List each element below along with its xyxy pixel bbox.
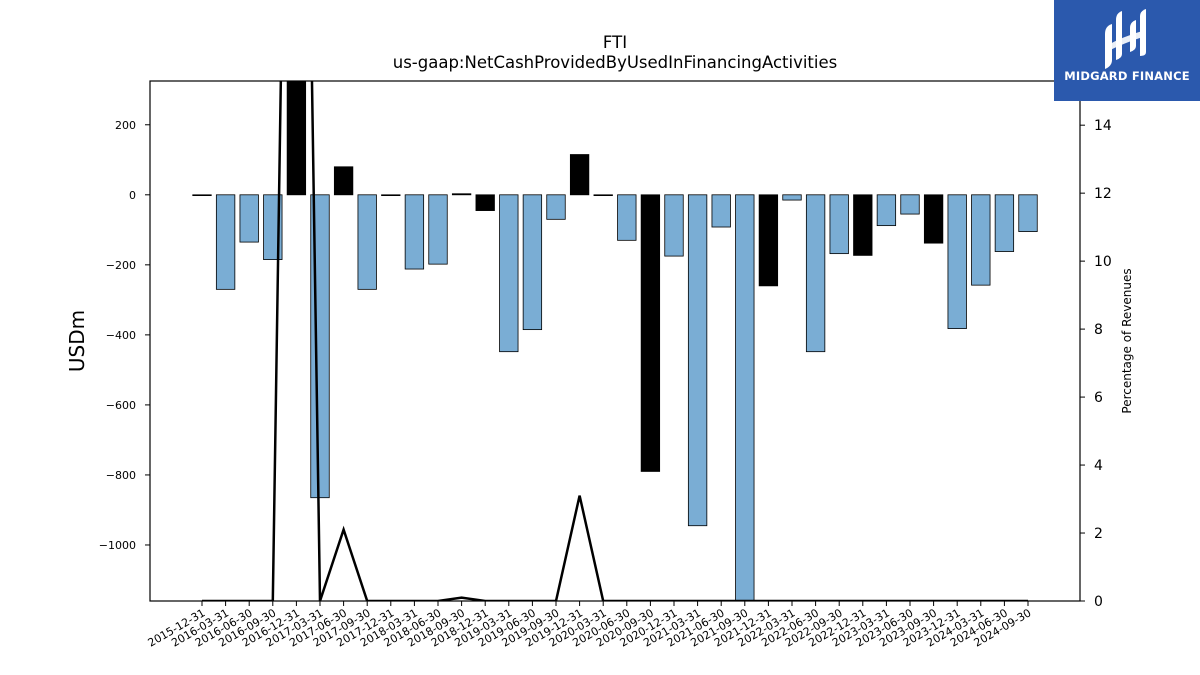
bar-2016-12-31 bbox=[286, 81, 307, 196]
bar-2024-03-31 bbox=[971, 194, 991, 286]
bar-2018-06-30 bbox=[428, 194, 448, 265]
y2-tick-label: 4 bbox=[1094, 458, 1103, 474]
y2-tick-label: 14 bbox=[1094, 118, 1112, 134]
right-y-axis: 14 12 10 8 6 4 2 0 bbox=[1080, 118, 1112, 610]
y-tick-label: −400 bbox=[106, 329, 136, 342]
bar-2017-06-30 bbox=[333, 166, 354, 196]
y-tick-label: −800 bbox=[106, 469, 136, 482]
bar-2024-06-30 bbox=[994, 194, 1015, 252]
bar-2019-09-30 bbox=[546, 194, 566, 220]
bar-2018-09-30 bbox=[451, 193, 472, 196]
y-tick-label: 0 bbox=[129, 189, 136, 202]
bar-2020-06-30 bbox=[617, 194, 637, 241]
bar-2021-06-30 bbox=[711, 194, 731, 228]
bar-2024-09-30 bbox=[1018, 194, 1038, 232]
y2-tick-label: 6 bbox=[1094, 390, 1103, 406]
bar-2021-09-30 bbox=[735, 194, 755, 601]
bar-2020-12-31 bbox=[664, 194, 684, 257]
chart-title: FTI bbox=[603, 33, 627, 52]
y2-tick-label: 12 bbox=[1094, 186, 1112, 202]
bar-2022-06-30 bbox=[805, 194, 826, 353]
midgard-logo-icon bbox=[1105, 9, 1146, 69]
bar-2019-06-30 bbox=[522, 194, 543, 331]
y-tick-label: −1000 bbox=[99, 539, 136, 552]
bar-2021-12-31 bbox=[758, 194, 779, 287]
bar-2015-12-31 bbox=[192, 194, 212, 197]
y-axis-label: USDm bbox=[65, 310, 89, 372]
bar-2022-03-31 bbox=[782, 194, 802, 201]
bar-2016-03-31 bbox=[215, 194, 236, 290]
bar-2020-03-31 bbox=[593, 194, 613, 197]
bar-2023-12-31 bbox=[947, 194, 967, 329]
bar-2022-09-30 bbox=[829, 194, 849, 255]
bar-2023-03-31 bbox=[876, 194, 897, 227]
bar-2019-12-31 bbox=[569, 154, 590, 196]
left-y-axis: 200 0 −200 −400 −600 −800 −1000 bbox=[99, 119, 150, 552]
y-tick-label: −600 bbox=[106, 399, 136, 412]
bar-2016-06-30 bbox=[239, 194, 259, 243]
y-tick-label: 200 bbox=[115, 119, 136, 132]
bar-2017-09-30 bbox=[357, 194, 377, 290]
y2-tick-label: 0 bbox=[1094, 594, 1103, 610]
revenue-percentage-line bbox=[202, 81, 1028, 601]
y2-tick-label: 10 bbox=[1094, 254, 1112, 270]
chart-subtitle: us-gaap:NetCashProvidedByUsedInFinancing… bbox=[393, 53, 837, 72]
plot-frame bbox=[149, 80, 1081, 602]
midgard-finance-logo: MIDGARD FINANCE bbox=[1054, 0, 1200, 101]
bar-2018-03-31 bbox=[404, 194, 425, 270]
y2-axis-label: Percentage of Revenues bbox=[1120, 268, 1134, 413]
bar-2022-12-31 bbox=[853, 194, 873, 256]
logo-text: MIDGARD FINANCE bbox=[1064, 69, 1190, 83]
line-path bbox=[202, 81, 1028, 601]
bar-2017-12-31 bbox=[381, 194, 401, 197]
bar-2023-09-30 bbox=[923, 194, 944, 244]
y2-tick-label: 2 bbox=[1094, 526, 1103, 542]
bar-2018-12-31 bbox=[475, 194, 495, 211]
bar-2023-06-30 bbox=[900, 194, 920, 215]
bar-2021-03-31 bbox=[687, 194, 708, 527]
x-axis: 2015-12-312016-03-312016-06-302016-09-30… bbox=[146, 601, 1034, 650]
bar-2020-09-30 bbox=[640, 194, 661, 472]
y-tick-label: −200 bbox=[106, 259, 136, 272]
bar-series bbox=[192, 81, 1038, 601]
y2-tick-label: 8 bbox=[1094, 322, 1103, 338]
bar-2019-03-31 bbox=[499, 194, 519, 353]
